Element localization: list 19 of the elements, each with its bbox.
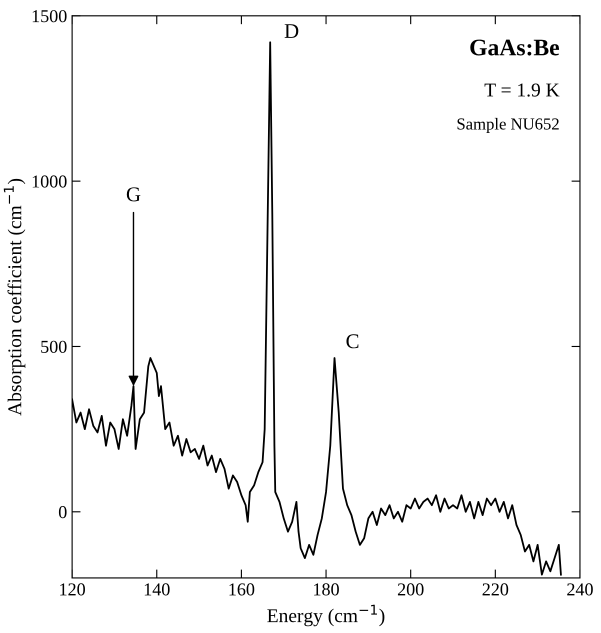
annotation: Sample NU652 [458, 118, 559, 133]
y-axis-title: Absorption coefficient (cm$^{−1}$) [4, 178, 26, 416]
y-tick-label: 1500 [32, 10, 67, 22]
x-tick-label: 160 [229, 583, 254, 596]
x-tick-label: 220 [482, 583, 508, 596]
annotation: C [346, 334, 358, 348]
x-axis-title: Energy (cm$^{−1}$) [267, 604, 384, 626]
y-tick-label: 0 [58, 506, 67, 518]
x-tick-label: 180 [314, 583, 339, 596]
annotation: D [284, 24, 298, 38]
annotation: T = 1.9 K [484, 84, 560, 97]
x-tick-label: 240 [567, 583, 593, 596]
x-tick-label: 120 [60, 583, 85, 596]
x-tick-label: 140 [144, 583, 170, 596]
y-tick-label: 1000 [32, 175, 67, 188]
annotation: G [126, 187, 140, 202]
y-tick-label: 500 [41, 340, 67, 353]
x-tick-label: 200 [398, 583, 424, 596]
text: GaAs:Be [470, 40, 560, 56]
